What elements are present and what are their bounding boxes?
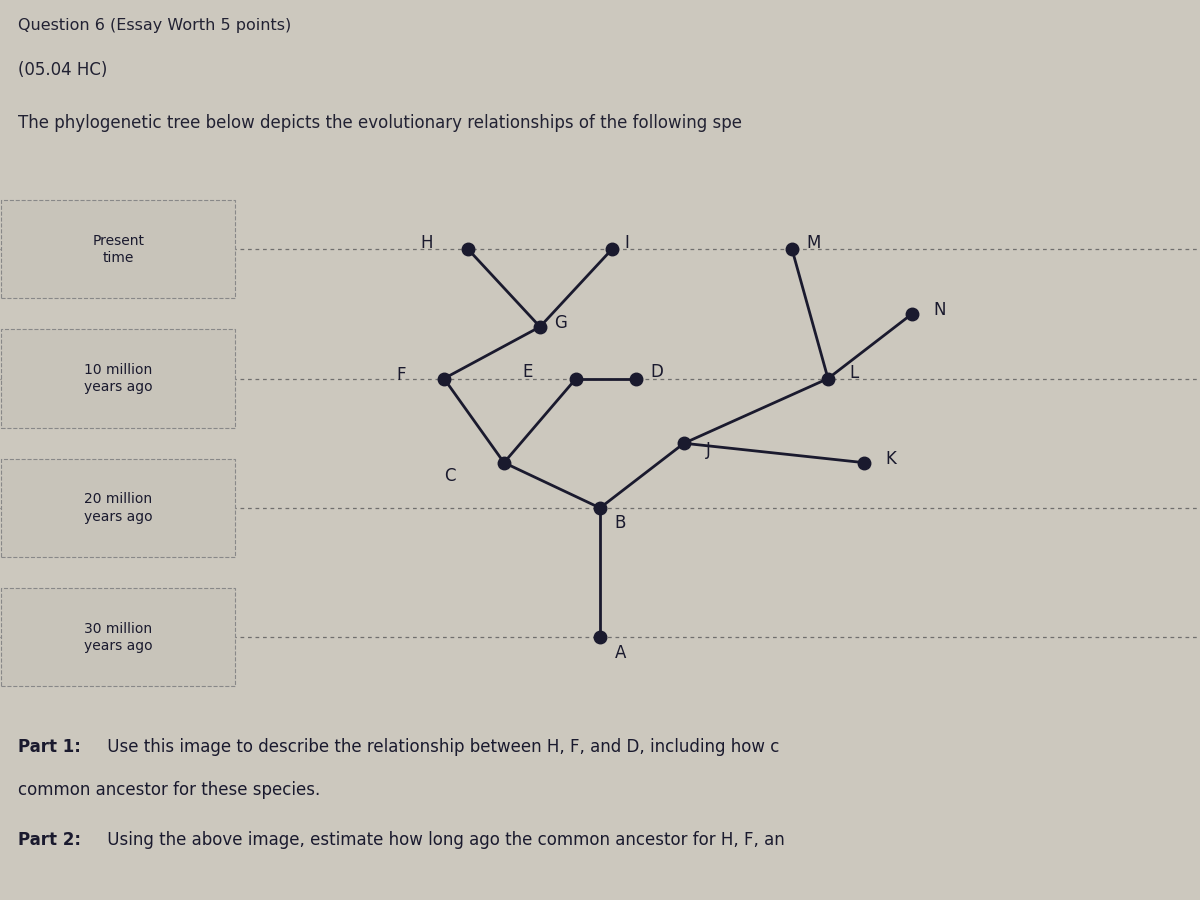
Text: Use this image to describe the relationship between H, F, and D, including how c: Use this image to describe the relations… xyxy=(102,738,779,756)
Text: F: F xyxy=(396,365,406,383)
Text: L: L xyxy=(850,364,859,382)
Text: M: M xyxy=(806,234,821,252)
FancyBboxPatch shape xyxy=(1,200,235,299)
Text: N: N xyxy=(934,301,946,319)
Text: 10 million
years ago: 10 million years ago xyxy=(84,363,152,394)
Text: G: G xyxy=(554,314,568,332)
Text: The phylogenetic tree below depicts the evolutionary relationships of the follow: The phylogenetic tree below depicts the … xyxy=(18,114,742,132)
Text: Present
time: Present time xyxy=(92,233,144,265)
Text: common ancestor for these species.: common ancestor for these species. xyxy=(18,781,320,799)
Text: 30 million
years ago: 30 million years ago xyxy=(84,622,152,653)
Text: K: K xyxy=(886,450,896,468)
Text: E: E xyxy=(522,363,533,381)
FancyBboxPatch shape xyxy=(1,589,235,687)
Text: J: J xyxy=(706,441,710,459)
Text: Using the above image, estimate how long ago the common ancestor for H, F, an: Using the above image, estimate how long… xyxy=(102,831,785,849)
FancyBboxPatch shape xyxy=(1,329,235,428)
Text: (05.04 HC): (05.04 HC) xyxy=(18,61,107,79)
Text: B: B xyxy=(614,515,625,533)
Text: Part 2:: Part 2: xyxy=(18,831,82,849)
Text: Question 6 (Essay Worth 5 points): Question 6 (Essay Worth 5 points) xyxy=(18,19,292,33)
Text: 20 million
years ago: 20 million years ago xyxy=(84,492,152,524)
Text: I: I xyxy=(624,234,629,252)
Text: H: H xyxy=(420,234,432,252)
Text: C: C xyxy=(444,466,456,484)
Text: A: A xyxy=(614,644,625,662)
FancyBboxPatch shape xyxy=(1,459,235,557)
Text: Part 1:: Part 1: xyxy=(18,738,80,756)
Text: D: D xyxy=(650,363,664,381)
